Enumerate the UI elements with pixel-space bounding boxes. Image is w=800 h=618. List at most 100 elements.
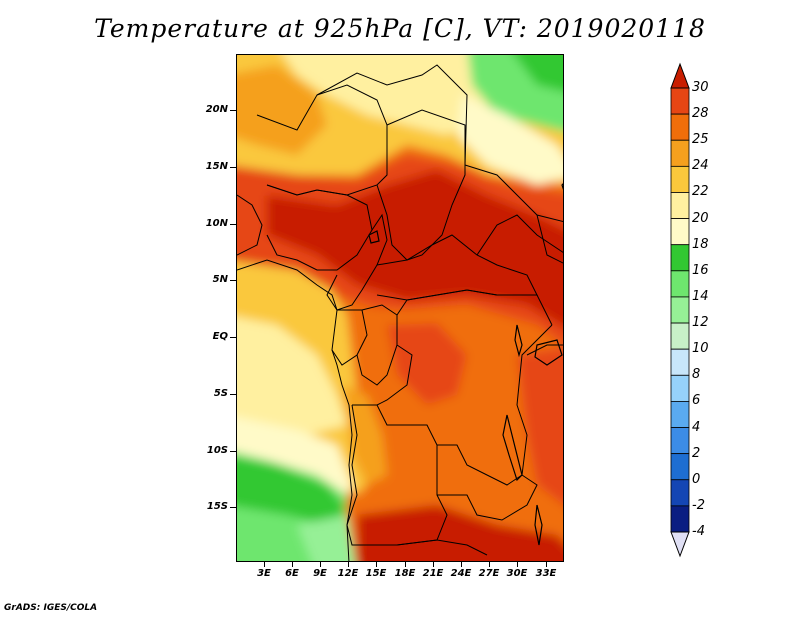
- lat-label-15n: 15N: [205, 161, 228, 172]
- colorbar-label: 28: [692, 106, 709, 122]
- colorbar-label: 10: [692, 341, 709, 357]
- border-zambia: [437, 474, 538, 521]
- lake-tanganyika: [502, 414, 523, 482]
- lon-label-33e: 33E: [535, 568, 557, 579]
- colorbar-segment: [670, 479, 690, 507]
- temperature-map: [236, 54, 564, 562]
- lake-malawi: [534, 504, 543, 546]
- field-nw-orange: [237, 65, 327, 155]
- colorbar-segment: [670, 505, 690, 533]
- border-sudan: [464, 164, 563, 223]
- colorbar-segment: [670, 87, 690, 115]
- border-cameroon: [326, 213, 388, 311]
- field-central-hot: [267, 170, 563, 327]
- colorbar-label: 12: [692, 315, 709, 331]
- field-atlantic-pale: [237, 317, 347, 435]
- border-south-sudan: [476, 214, 563, 256]
- colorbar-label: -2: [692, 497, 705, 513]
- border-libya: [316, 64, 468, 166]
- colorbar-label: 0: [692, 471, 701, 487]
- lat-tick: [230, 337, 236, 338]
- lake-chad: [368, 230, 380, 244]
- lon-label-30e: 30E: [506, 568, 528, 579]
- lat-tick: [230, 224, 236, 225]
- border-gabon: [331, 309, 368, 366]
- colorbar-segment: [670, 270, 690, 298]
- lat-tick: [230, 110, 236, 111]
- lat-label-5n: 5N: [212, 274, 228, 285]
- colorbar-segment: [670, 401, 690, 428]
- coastline-northwest: [237, 194, 263, 256]
- colorbar-segment: [670, 374, 690, 402]
- colorbar-top-cap: [670, 62, 690, 89]
- lon-label-18e: 18E: [394, 568, 416, 579]
- lon-tick: [405, 562, 406, 567]
- lon-label-6e: 6E: [285, 568, 299, 579]
- colorbar-segment: [670, 296, 690, 324]
- lat-label-10n: 10N: [205, 218, 228, 229]
- lat-label-eq: EQ: [212, 331, 228, 342]
- colorbar-segment: [670, 348, 690, 376]
- colorbar-segment: [670, 139, 690, 167]
- lon-tick: [546, 562, 547, 567]
- lon-label-15e: 15E: [365, 568, 387, 579]
- lon-tick: [517, 562, 518, 567]
- colorbar-segment: [670, 322, 690, 350]
- lon-tick: [433, 562, 434, 567]
- lat-tick: [230, 451, 236, 452]
- lon-tick: [461, 562, 462, 567]
- colorbar-segment: [670, 113, 690, 141]
- field-ne-cream: [457, 95, 563, 185]
- lon-label-12e: 12E: [337, 568, 359, 579]
- border-chad: [376, 109, 466, 261]
- colorbar-segment: [670, 453, 690, 481]
- colorbar-label: -4: [692, 524, 705, 539]
- lon-label-27e: 27E: [478, 568, 500, 579]
- lon-tick: [489, 562, 490, 567]
- lat-tick: [230, 167, 236, 168]
- lat-tick: [230, 394, 236, 395]
- lon-label-24e: 24E: [450, 568, 472, 579]
- lon-tick: [320, 562, 321, 567]
- colorbar-label: 16: [692, 262, 709, 278]
- colorbar-label: 4: [692, 419, 701, 435]
- lon-label-9e: 9E: [313, 568, 327, 579]
- lake-albert: [514, 324, 523, 358]
- colorbar: [670, 62, 690, 558]
- field-east-hot: [517, 347, 563, 505]
- lon-tick: [264, 562, 265, 567]
- border-nigeria: [266, 184, 373, 271]
- colorbar-label: 30: [692, 80, 709, 95]
- colorbar-label: 14: [692, 288, 709, 304]
- colorbar-label: 24: [692, 158, 709, 174]
- border-congo: [356, 304, 398, 386]
- grads-credit: GrADS: IGES/COLA: [4, 603, 98, 613]
- border-drc: [376, 299, 553, 486]
- colorbar-label: 18: [692, 236, 709, 252]
- border-drc-north: [406, 289, 553, 326]
- lon-label-3e: 3E: [257, 568, 271, 579]
- colorbar-label: 22: [692, 184, 709, 200]
- lon-label-21e: 21E: [422, 568, 444, 579]
- colorbar-segment: [670, 165, 690, 193]
- field-sw-pale: [297, 515, 355, 561]
- border-east: [526, 214, 563, 356]
- colorbar-segments: [670, 87, 690, 533]
- colorbar-label: 25: [692, 132, 709, 148]
- lon-tick: [292, 562, 293, 567]
- colorbar-label: 20: [692, 210, 709, 226]
- field-ne-darkgreen: [514, 55, 563, 92]
- colorbar-bottom-cap: [670, 531, 690, 558]
- lat-tick: [230, 507, 236, 508]
- colorbar-label: 8: [692, 367, 701, 383]
- colorbar-segment: [670, 244, 690, 272]
- temperature-field: [237, 55, 563, 561]
- lat-label-20n: 20N: [205, 104, 228, 115]
- lat-label-10s: 10S: [206, 445, 228, 456]
- lakes: [368, 183, 563, 546]
- lon-tick: [348, 562, 349, 567]
- field-southern-hot: [357, 505, 563, 561]
- lat-label-5s: 5S: [213, 388, 228, 399]
- field-sw-green: [237, 457, 347, 525]
- lat-tick: [230, 280, 236, 281]
